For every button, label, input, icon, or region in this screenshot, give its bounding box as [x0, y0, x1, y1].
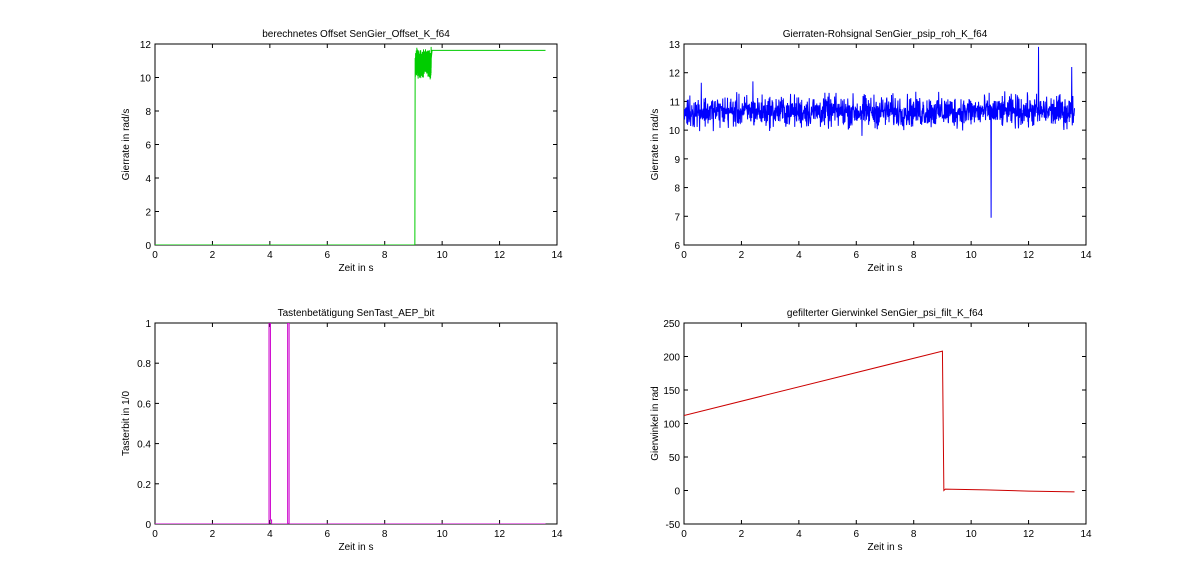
y-tick-label: 150: [663, 386, 680, 397]
y-axis-label: Gierrate in rad/s: [650, 109, 661, 181]
x-tick-label: 8: [911, 529, 917, 540]
chart-title: berechnetes Offset SenGier_Offset_K_f64: [262, 29, 450, 40]
x-tick-label: 0: [152, 529, 158, 540]
y-tick-label: 1: [145, 319, 151, 330]
x-tick-label: 2: [210, 529, 216, 540]
x-tick-label: 4: [796, 529, 802, 540]
y-tick-label: 250: [663, 319, 680, 330]
x-tick-label: 12: [1023, 529, 1035, 540]
y-tick-label: 4: [145, 174, 151, 185]
x-tick-label: 2: [739, 250, 745, 261]
axes-box: [683, 322, 1087, 525]
series-line: [684, 350, 1075, 493]
series-line: [155, 323, 546, 524]
y-axis-label: Gierwinkel in rad: [650, 386, 661, 460]
x-tick-label: 14: [1080, 529, 1092, 540]
x-tick-label: 6: [854, 529, 860, 540]
y-tick-label: 7: [674, 212, 680, 223]
x-tick-label: 2: [739, 529, 745, 540]
chart-title: Tastenbetätigung SenTast_AEP_bit: [278, 308, 435, 319]
y-tick-label: 200: [663, 353, 680, 364]
x-tick-label: 4: [267, 250, 273, 261]
y-tick-label: -50: [666, 520, 681, 531]
x-tick-label: 6: [325, 529, 331, 540]
axes-box: [683, 43, 1087, 246]
series-line: [684, 46, 1076, 218]
x-axis-label: Zeit in s: [338, 542, 373, 553]
x-tick-label: 2: [210, 250, 216, 261]
y-tick-label: 6: [674, 241, 680, 252]
x-tick-label: 12: [1023, 250, 1035, 261]
y-tick-label: 0: [145, 241, 151, 252]
x-tick-label: 0: [152, 250, 158, 261]
x-tick-label: 12: [494, 529, 506, 540]
x-tick-label: 14: [551, 250, 563, 261]
chart-4: 0 2 4 6 8 10 12 14-50050100150200250gefilterter…: [650, 308, 1092, 553]
y-tick-label: 8: [674, 184, 680, 195]
x-axis-label: Zeit in s: [338, 263, 373, 274]
y-tick-label: 0.6: [137, 399, 151, 410]
y-tick-label: 2: [145, 208, 151, 219]
y-tick-label: 0.2: [137, 480, 151, 491]
chart-1: 0 2 4 6 8 10 12 14 0 2 4 6 8 10 12 berechnetes Offset S…: [121, 29, 563, 274]
x-tick-label: 6: [854, 250, 860, 261]
x-axis-label: Zeit in s: [867, 263, 902, 274]
x-tick-label: 10: [437, 250, 449, 261]
y-tick-label: 9: [674, 155, 680, 166]
y-tick-label: 13: [669, 40, 681, 51]
x-tick-label: 12: [494, 250, 506, 261]
y-tick-label: 50: [669, 453, 681, 464]
x-tick-label: 0: [681, 529, 687, 540]
y-tick-label: 12: [669, 69, 681, 80]
x-tick-label: 6: [325, 250, 331, 261]
y-tick-label: 0: [145, 520, 151, 531]
x-axis-label: Zeit in s: [867, 542, 902, 553]
y-axis-label: Gierrate in rad/s: [121, 109, 132, 181]
y-tick-label: 11: [670, 97, 681, 108]
x-tick-label: 8: [382, 529, 388, 540]
x-tick-label: 14: [551, 529, 563, 540]
y-axis-label: Tasterbit in 1/0: [121, 391, 132, 456]
x-tick-label: 0: [681, 250, 687, 261]
chart-2: 0 2 4 6 8 10 12 14 6 7 8 9 10 11 12 13 Gierraten-Rohsign…: [650, 29, 1092, 274]
y-tick-label: 12: [140, 40, 152, 51]
y-tick-label: 8: [145, 107, 151, 118]
y-tick-label: 100: [663, 420, 680, 431]
chart-title: gefilterter Gierwinkel SenGier_psi_filt_…: [787, 308, 984, 319]
chart-3: 0 2 4 6 8 10 12 14 0 0.2 0.4 0.6 0.8 1 Tastenbetätigun…: [121, 308, 563, 553]
x-tick-label: 10: [966, 250, 978, 261]
x-tick-label: 4: [796, 250, 802, 261]
series-line: [155, 46, 546, 245]
x-tick-label: 10: [966, 529, 978, 540]
x-tick-label: 4: [267, 529, 273, 540]
chart-title: Gierraten-Rohsignal SenGier_psip_roh_K_f…: [783, 29, 988, 40]
y-tick-label: 0: [674, 487, 680, 498]
y-tick-label: 10: [140, 74, 152, 85]
x-tick-label: 10: [437, 529, 449, 540]
x-tick-label: 8: [911, 250, 917, 261]
x-tick-label: 14: [1080, 250, 1092, 261]
x-tick-label: 8: [382, 250, 388, 261]
y-tick-label: 0.4: [137, 440, 151, 451]
y-tick-label: 0.8: [137, 359, 151, 370]
axes-box: [154, 43, 558, 246]
y-tick-label: 6: [145, 141, 151, 152]
y-tick-label: 10: [669, 126, 681, 137]
axes-box: [154, 322, 558, 525]
